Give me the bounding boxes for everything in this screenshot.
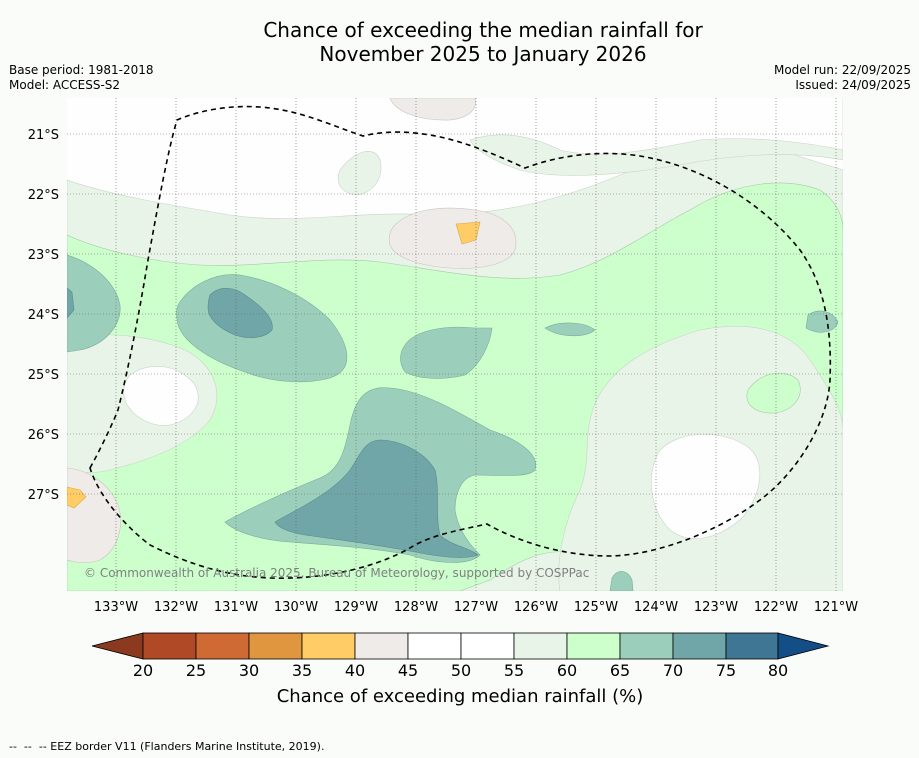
map-title-line1: Chance of exceeding the median rainfall … <box>263 18 703 42</box>
colorbar-label: Chance of exceeding median rainfall (%) <box>277 686 644 707</box>
colorbar-tick: 30 <box>239 661 259 680</box>
colorbar-45-50 <box>407 632 462 660</box>
base-period: Base period: 1981-2018 <box>9 63 154 77</box>
lon-axis: 133°W 132°W 131°W 130°W 129°W 128°W 127°… <box>94 600 858 615</box>
lat-axis: 21°S 22°S 23°S 24°S 25°S 26°S 27°S <box>28 128 59 503</box>
shading-65-70-west <box>67 254 121 353</box>
lat-label: 24°S <box>28 308 59 323</box>
map-title: Chance of exceeding the median rainfall … <box>0 18 919 66</box>
colorbar-55-60 <box>513 632 568 660</box>
lon-label: 126°W <box>514 600 558 615</box>
shading-70-75-central-west <box>207 287 273 339</box>
colorbar-tick: 50 <box>451 661 471 680</box>
shading-35-40-southwest <box>67 486 87 509</box>
colorbar-65-70 <box>619 632 674 660</box>
colorbar-tick: 35 <box>292 661 312 680</box>
colorbar-70-75 <box>672 632 727 660</box>
lat-label: 27°S <box>28 488 59 503</box>
model-name: Model: ACCESS-S2 <box>9 78 121 92</box>
lat-label: 22°S <box>28 188 59 203</box>
colorbar-25-30 <box>195 632 250 660</box>
lat-label: 26°S <box>28 428 59 443</box>
lon-label: 130°W <box>274 600 318 615</box>
shading-50-55-southwest <box>123 366 199 426</box>
eez-border <box>89 105 832 579</box>
colorbar-tick: 65 <box>610 661 630 680</box>
meta-left: Base period: 1981-2018 Model: ACCESS-S2 <box>9 63 154 93</box>
lon-label: 125°W <box>574 600 618 615</box>
colorbar-60-65 <box>566 632 621 660</box>
model-run: Model run: 22/09/2025 <box>773 63 911 77</box>
lat-label: 21°S <box>28 128 59 143</box>
colorbar-35-40 <box>301 632 356 660</box>
colorbar-tick: 60 <box>557 661 577 680</box>
shading-50-55-southeast <box>650 434 761 540</box>
shading-65-70-central <box>400 326 493 379</box>
lon-label: 129°W <box>334 600 378 615</box>
shading-55-60-blob <box>337 151 382 196</box>
lon-label: 132°W <box>154 600 198 615</box>
lon-label: 121°W <box>814 600 858 615</box>
shading-40-45-north <box>388 207 517 269</box>
issued-date: Issued: 24/09/2025 <box>795 78 911 92</box>
colorbar-30-35 <box>248 632 303 660</box>
shading-65-70-bottom <box>609 571 634 591</box>
shading-60-65-east-blob <box>746 372 801 414</box>
colorbar-75-80 <box>725 632 779 660</box>
lat-label: 23°S <box>28 248 59 263</box>
meta-right: Model run: 22/09/2025 Issued: 24/09/2025 <box>774 63 911 93</box>
colorbar-tick: 40 <box>345 661 365 680</box>
lon-label: 122°W <box>754 600 798 615</box>
colorbar-tick: 70 <box>663 661 683 680</box>
shading-65-70-east <box>805 310 839 333</box>
graticule <box>67 98 843 591</box>
shading-55-60-north <box>469 98 843 176</box>
lon-label: 133°W <box>94 600 138 615</box>
shading-40-45-top <box>389 98 476 121</box>
lat-label: 25°S <box>28 368 59 383</box>
colorbar-tick: 45 <box>398 661 418 680</box>
colorbar-tick: 80 <box>768 661 788 680</box>
shading-65-70-small-1 <box>544 322 596 337</box>
colorbar-tick: 20 <box>133 661 153 680</box>
shading-70-75-west <box>67 287 75 319</box>
colorbar-below-20 <box>91 632 144 660</box>
lon-label: 127°W <box>454 600 498 615</box>
map-area <box>67 98 843 591</box>
map-figure: 21°S 22°S 23°S 24°S 25°S 26°S 27°S 133°W… <box>28 98 858 707</box>
copyright-notice: © Commonwealth of Australia 2025, Bureau… <box>84 566 589 580</box>
colorbar-40-45 <box>354 632 409 660</box>
colorbar-tick: 25 <box>186 661 206 680</box>
colorbar-above-80 <box>777 632 830 660</box>
map-title-line2: November 2025 to January 2026 <box>319 42 647 66</box>
colorbar-20-25 <box>142 632 197 660</box>
lon-label: 128°W <box>394 600 438 615</box>
lon-label: 123°W <box>694 600 738 615</box>
colorbar-ticks: 20 25 30 35 40 45 50 55 60 65 70 75 80 <box>133 661 788 680</box>
lon-label: 124°W <box>634 600 678 615</box>
colorbar-50-55 <box>460 632 515 660</box>
colorbar-tick: 55 <box>504 661 524 680</box>
lon-label: 131°W <box>214 600 258 615</box>
eez-legend-note: -- -- -- EEZ border V11 (Flanders Marine… <box>9 740 325 753</box>
shading-70-75-south <box>274 439 479 558</box>
colorbar <box>91 632 830 660</box>
colorbar-tick: 75 <box>716 661 736 680</box>
